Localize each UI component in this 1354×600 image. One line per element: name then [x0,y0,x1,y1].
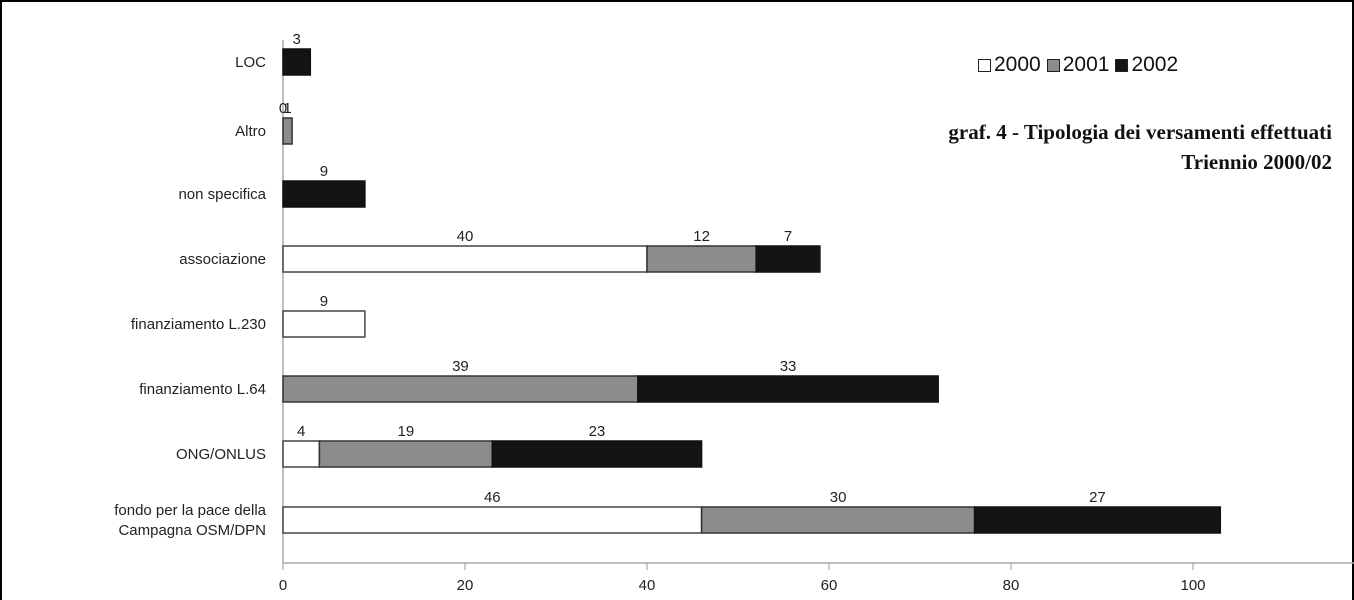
value-label-ong-onlus-2002: 23 [589,423,606,440]
bar-fondo-per-la-pace-della-campagna-osm-dpn-2002 [973,506,1222,534]
x-tick-label-100: 100 [1180,577,1205,594]
category-label-finanziamento-l-230: finanziamento L.230 [131,316,266,333]
bar-fondo-per-la-pace-della-campagna-osm-dpn-2001 [700,506,976,534]
value-label-finanziamento-l-64-2001: 39 [452,358,469,375]
value-label-finanziamento-l-230-2000: 9 [320,293,328,310]
value-label-loc-2002: 3 [292,31,300,48]
value-label-finanziamento-l-64-2002: 33 [780,358,797,375]
legend-label-2000: 2000 [994,53,1041,76]
bar-associazione-2002 [755,245,821,273]
value-label-altro-2000: 0 [279,100,287,117]
value-label-fondo-per-la-pace-della-campagna-osm-dpn-2001: 30 [830,489,847,506]
bar-finanziamento-l-64-2001 [282,375,639,403]
category-label-associazione: associazione [179,251,266,268]
x-ticks-group: 0 20 40 60 80 100 [279,563,1206,594]
x-tick-label-40: 40 [639,577,656,594]
bar-associazione-2001 [646,245,757,273]
legend: 2000 2001 2002 [978,53,1178,77]
legend-label-2002: 2002 [1131,53,1179,76]
category-label-finanziamento-l-64: finanziamento L.64 [139,381,266,398]
bar-loc-2002 [282,48,312,76]
category-label-fondo-per-la-pace-della-campagna-osm-dpn: fondo per la pace della Campagna OSM/DPN [114,502,266,539]
value-label-associazione-2000: 40 [457,228,474,245]
bar-non-specifica-2002 [282,180,366,208]
category-label-non-specifica: non specifica [178,186,266,203]
category-label-ong-onlus: ONG/ONLUS [176,446,266,463]
bar-finanziamento-l-64-2002 [637,375,939,403]
legend-swatch-2002 [1115,58,1129,72]
bar-ong-onlus-2001 [318,440,494,468]
legend-label-2001: 2001 [1062,53,1110,76]
x-tick-label-0: 0 [279,577,287,594]
bar-ong-onlus-2002 [491,440,703,468]
category-label-altro: Altro [235,123,266,140]
legend-swatch-2001 [1046,58,1060,72]
value-label-associazione-2002: 7 [784,228,792,245]
bar-finanziamento-l-230-2000 [282,310,366,338]
chart-subtitle: Triennio 2000/02 [1181,150,1332,174]
value-label-fondo-per-la-pace-della-campagna-osm-dpn-2000: 46 [484,489,501,506]
legend-swatch-2000 [978,58,991,72]
x-tick-label-80: 80 [1003,577,1020,594]
bar-ong-onlus-2000 [282,440,321,468]
category-labels-group: LOC Altro non specifica associazione finanzi… [114,54,266,539]
x-tick-label-60: 60 [821,577,838,594]
category-label-loc: LOC [235,54,266,71]
value-label-ong-onlus-2001: 19 [398,423,415,440]
value-label-fondo-per-la-pace-della-campagna-osm-dpn-2002: 27 [1089,489,1106,506]
legend-item-2002: 2002 [1115,53,1178,77]
value-label-altro-2001: 1 [283,100,291,117]
legend-item-2000: 2000 [978,53,1041,77]
value-label-non-specifica-2002: 9 [320,163,328,180]
value-label-associazione-2001: 12 [693,228,710,245]
value-label-ong-onlus-2000: 4 [297,423,305,440]
chart-title: graf. 4 - Tipologia dei versamenti effet… [948,120,1332,144]
x-tick-label-20: 20 [457,577,474,594]
bar-associazione-2000 [282,245,648,273]
bar-fondo-per-la-pace-della-campagna-osm-dpn-2000 [282,506,703,534]
legend-item-2001: 2001 [1046,53,1110,77]
bars-group [282,48,1222,534]
bar-altro-2001 [282,117,293,145]
